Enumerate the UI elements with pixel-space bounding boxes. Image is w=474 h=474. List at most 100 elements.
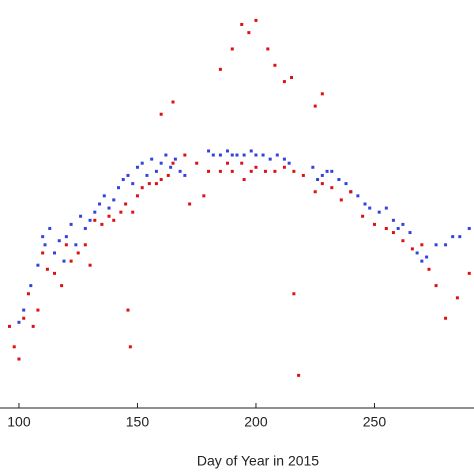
point bbox=[100, 222, 104, 226]
point bbox=[41, 251, 45, 255]
point bbox=[107, 214, 111, 218]
point bbox=[361, 214, 365, 218]
point bbox=[458, 235, 462, 239]
point bbox=[320, 173, 324, 177]
point bbox=[226, 149, 230, 153]
point bbox=[22, 308, 26, 312]
point bbox=[207, 149, 211, 153]
point bbox=[128, 345, 132, 349]
point bbox=[43, 243, 47, 247]
point bbox=[320, 182, 324, 186]
point bbox=[171, 161, 175, 165]
point bbox=[273, 63, 277, 67]
point bbox=[98, 202, 102, 206]
point bbox=[126, 308, 130, 312]
point bbox=[124, 202, 128, 206]
point bbox=[202, 194, 206, 198]
point bbox=[434, 243, 438, 247]
point bbox=[147, 182, 151, 186]
point bbox=[427, 267, 431, 271]
point bbox=[242, 153, 246, 157]
point bbox=[183, 153, 187, 157]
point bbox=[467, 271, 471, 275]
point bbox=[119, 210, 123, 214]
point bbox=[102, 194, 106, 198]
point bbox=[434, 284, 438, 288]
point bbox=[159, 178, 163, 182]
point bbox=[26, 292, 30, 296]
point bbox=[230, 169, 234, 173]
point bbox=[325, 169, 329, 173]
point bbox=[451, 235, 455, 239]
point bbox=[287, 161, 291, 165]
point bbox=[79, 214, 83, 218]
point bbox=[282, 165, 286, 169]
point bbox=[330, 169, 334, 173]
point bbox=[53, 271, 57, 275]
point bbox=[282, 157, 286, 161]
point bbox=[173, 157, 177, 161]
point bbox=[188, 202, 192, 206]
point bbox=[17, 357, 21, 361]
point bbox=[218, 169, 222, 173]
point bbox=[140, 186, 144, 190]
point bbox=[226, 161, 230, 165]
point bbox=[420, 259, 424, 263]
point bbox=[268, 157, 272, 161]
point bbox=[240, 161, 244, 165]
point bbox=[425, 255, 429, 259]
point bbox=[230, 153, 234, 157]
point bbox=[467, 226, 471, 230]
point bbox=[88, 218, 92, 222]
point bbox=[53, 251, 57, 255]
point bbox=[45, 267, 49, 271]
point bbox=[112, 198, 116, 202]
point bbox=[420, 243, 424, 247]
point bbox=[164, 153, 168, 157]
point bbox=[349, 190, 353, 194]
point bbox=[401, 222, 405, 226]
point bbox=[316, 178, 320, 182]
point bbox=[12, 345, 16, 349]
point bbox=[292, 169, 296, 173]
point bbox=[330, 186, 334, 190]
point bbox=[249, 169, 253, 173]
point bbox=[313, 190, 317, 194]
point bbox=[254, 18, 258, 22]
point bbox=[297, 373, 301, 377]
point bbox=[145, 173, 149, 177]
point bbox=[57, 239, 61, 243]
point bbox=[7, 324, 11, 328]
point bbox=[410, 247, 414, 251]
x-tick-label: 150 bbox=[126, 414, 150, 430]
point bbox=[22, 316, 26, 320]
point bbox=[83, 243, 87, 247]
point bbox=[121, 178, 125, 182]
point bbox=[282, 80, 286, 84]
point bbox=[240, 22, 244, 26]
point bbox=[140, 161, 144, 165]
point bbox=[363, 202, 367, 206]
point bbox=[126, 173, 130, 177]
point bbox=[166, 173, 170, 177]
point bbox=[159, 161, 163, 165]
point bbox=[131, 182, 135, 186]
point bbox=[69, 259, 73, 263]
point bbox=[391, 218, 395, 222]
point bbox=[344, 182, 348, 186]
point bbox=[254, 153, 258, 157]
point bbox=[377, 210, 381, 214]
point bbox=[107, 206, 111, 210]
point bbox=[159, 112, 163, 116]
point bbox=[292, 292, 296, 296]
point bbox=[401, 239, 405, 243]
point bbox=[76, 251, 80, 255]
point bbox=[211, 153, 215, 157]
point bbox=[275, 153, 279, 157]
point bbox=[444, 243, 448, 247]
point bbox=[311, 165, 315, 169]
point bbox=[83, 226, 87, 230]
point bbox=[242, 178, 246, 182]
point bbox=[266, 47, 270, 51]
